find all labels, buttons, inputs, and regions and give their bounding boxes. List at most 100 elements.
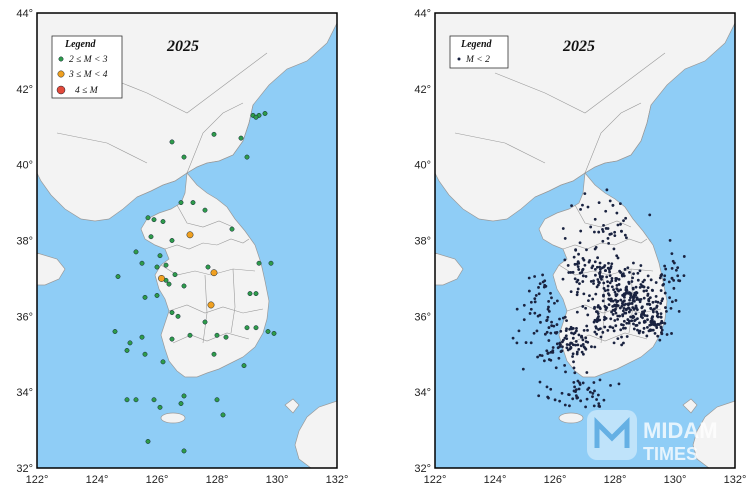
event-marker <box>554 366 558 370</box>
event-marker <box>593 267 597 271</box>
event-marker <box>112 329 118 334</box>
event-marker <box>622 292 626 296</box>
event-marker <box>588 390 592 394</box>
event-marker <box>591 264 595 268</box>
event-marker <box>598 268 602 271</box>
event-marker <box>593 217 597 221</box>
event-marker <box>253 291 259 297</box>
event-marker <box>571 343 575 347</box>
event-marker <box>581 338 585 342</box>
event-marker <box>629 296 632 300</box>
event-marker <box>659 312 663 316</box>
event-marker <box>668 296 672 300</box>
event-marker <box>151 397 157 403</box>
event-marker <box>529 307 533 311</box>
event-marker <box>676 274 680 278</box>
event-marker <box>614 307 617 311</box>
event-marker <box>229 226 235 232</box>
event-marker <box>656 334 660 338</box>
event-marker <box>584 306 588 310</box>
event-marker <box>624 302 628 306</box>
event-marker <box>571 270 575 274</box>
event-marker <box>565 327 568 331</box>
legend-marker-large <box>56 85 66 95</box>
event-marker <box>529 341 533 345</box>
event-marker <box>578 271 582 275</box>
event-marker <box>579 399 583 403</box>
event-marker <box>545 349 549 353</box>
event-marker <box>613 319 617 322</box>
event-marker <box>515 307 519 311</box>
event-marker <box>663 322 667 325</box>
event-marker <box>582 329 586 332</box>
event-marker <box>630 302 634 305</box>
event-marker <box>541 273 545 277</box>
event-marker <box>522 303 526 307</box>
event-marker <box>588 294 591 297</box>
event-marker <box>157 253 163 259</box>
event-marker <box>620 335 623 339</box>
event-marker <box>630 280 634 283</box>
event-marker <box>607 268 611 271</box>
event-marker <box>610 285 614 289</box>
event-marker <box>597 402 601 406</box>
event-marker <box>244 325 250 331</box>
event-marker <box>609 299 613 303</box>
event-marker <box>587 386 591 390</box>
tick-label: 122° <box>424 474 447 486</box>
tick-label: 42° <box>414 84 431 96</box>
event-marker <box>669 306 673 310</box>
event-marker <box>602 286 606 290</box>
event-marker <box>527 276 531 280</box>
event-marker <box>598 378 602 382</box>
event-marker <box>527 289 531 293</box>
map-title-left: 2025 <box>166 38 199 55</box>
event-marker <box>602 265 606 269</box>
event-marker <box>565 319 568 323</box>
event-marker <box>595 317 599 321</box>
event-marker <box>594 273 597 277</box>
event-marker <box>651 300 655 304</box>
event-marker <box>643 319 647 323</box>
watermark-line1: MIDAM <box>643 418 718 443</box>
event-marker <box>247 291 253 297</box>
event-marker <box>540 354 544 357</box>
event-marker <box>595 285 599 289</box>
event-marker <box>658 338 662 342</box>
tick-label: 122° <box>26 474 49 486</box>
event-marker <box>645 314 649 318</box>
event-marker <box>649 307 653 310</box>
event-marker <box>607 303 611 306</box>
event-marker <box>569 271 573 274</box>
event-marker <box>592 230 596 234</box>
legend-frame <box>449 35 509 69</box>
event-marker <box>636 328 639 332</box>
event-marker <box>581 274 585 278</box>
event-marker <box>561 316 565 320</box>
event-marker <box>654 281 658 284</box>
event-marker <box>608 199 612 203</box>
event-marker <box>631 286 635 290</box>
event-marker <box>599 335 603 339</box>
event-marker <box>592 320 596 324</box>
event-marker <box>547 299 551 303</box>
event-marker <box>597 201 601 205</box>
event-marker <box>636 317 639 321</box>
event-marker <box>555 323 559 326</box>
event-marker <box>649 278 653 282</box>
event-marker <box>145 215 151 221</box>
event-marker <box>576 287 580 291</box>
event-marker <box>645 289 648 293</box>
event-marker <box>587 299 590 303</box>
tick-label: 128° <box>206 474 229 486</box>
event-marker <box>607 241 611 245</box>
event-marker <box>244 154 250 160</box>
event-marker <box>537 394 541 398</box>
event-marker <box>635 296 639 300</box>
event-marker <box>620 343 624 347</box>
event-marker <box>663 291 667 295</box>
event-marker <box>592 279 595 283</box>
event-marker <box>603 304 607 308</box>
event-marker <box>575 352 579 356</box>
event-marker <box>634 285 638 289</box>
